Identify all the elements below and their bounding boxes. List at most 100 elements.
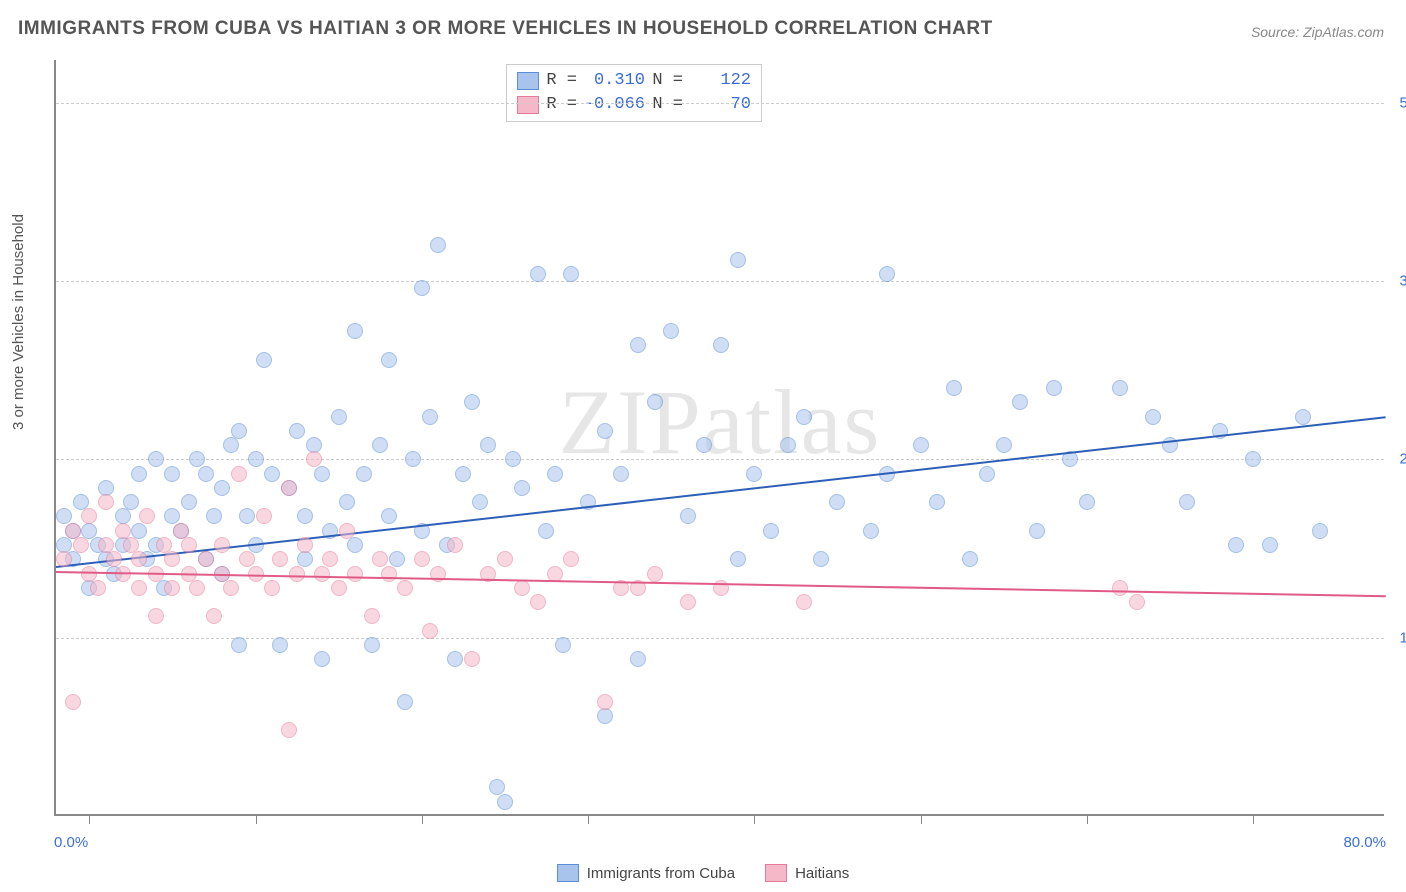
plot-area: ZIPatlas R =0.310N =122R =-0.066N =70 12… <box>54 60 1384 816</box>
scatter-point <box>422 623 438 639</box>
x-tick <box>754 814 755 824</box>
y-tick-label: 50.0% <box>1392 94 1406 111</box>
scatter-point <box>1312 523 1328 539</box>
scatter-point <box>189 580 205 596</box>
x-axis-min-label: 0.0% <box>54 834 88 851</box>
scatter-point <box>1112 380 1128 396</box>
legend-stat-row: R =0.310N =122 <box>517 69 751 93</box>
y-axis-label: 3 or more Vehicles in Household <box>10 214 27 430</box>
scatter-point <box>397 694 413 710</box>
scatter-point <box>231 637 247 653</box>
scatter-point <box>231 423 247 439</box>
scatter-point <box>514 480 530 496</box>
scatter-point <box>397 580 413 596</box>
source-label: Source: ZipAtlas.com <box>1251 24 1384 40</box>
scatter-point <box>98 494 114 510</box>
scatter-point <box>81 508 97 524</box>
stat-n-label: N = <box>651 69 683 93</box>
legend-swatch <box>517 96 539 114</box>
scatter-point <box>730 252 746 268</box>
scatter-point <box>297 508 313 524</box>
scatter-point <box>131 551 147 567</box>
scatter-point <box>1112 580 1128 596</box>
legend-swatch <box>557 864 579 882</box>
scatter-point <box>796 594 812 610</box>
scatter-point <box>613 466 629 482</box>
x-tick <box>89 814 90 824</box>
stat-n-value: 70 <box>689 93 751 117</box>
stat-n-label: N = <box>651 93 683 117</box>
scatter-point <box>148 608 164 624</box>
scatter-point <box>1129 594 1145 610</box>
chart-title: IMMIGRANTS FROM CUBA VS HAITIAN 3 OR MOR… <box>18 18 993 40</box>
scatter-point <box>1295 409 1311 425</box>
scatter-point <box>464 394 480 410</box>
gridline <box>56 281 1384 282</box>
scatter-point <box>314 466 330 482</box>
scatter-point <box>339 523 355 539</box>
scatter-point <box>364 608 380 624</box>
scatter-point <box>1145 409 1161 425</box>
scatter-point <box>1245 451 1261 467</box>
scatter-point <box>538 523 554 539</box>
y-tick-label: 25.0% <box>1392 451 1406 468</box>
scatter-point <box>597 423 613 439</box>
scatter-point <box>730 551 746 567</box>
scatter-point <box>248 451 264 467</box>
scatter-point <box>879 266 895 282</box>
y-tick-label: 37.5% <box>1392 273 1406 290</box>
x-tick <box>1087 814 1088 824</box>
scatter-point <box>630 337 646 353</box>
x-tick <box>422 814 423 824</box>
scatter-point <box>131 466 147 482</box>
legend-bottom: Immigrants from CubaHaitians <box>0 864 1406 882</box>
scatter-point <box>497 551 513 567</box>
scatter-point <box>223 580 239 596</box>
scatter-point <box>314 651 330 667</box>
scatter-point <box>796 409 812 425</box>
scatter-point <box>813 551 829 567</box>
legend-swatch <box>765 864 787 882</box>
scatter-point <box>530 594 546 610</box>
scatter-point <box>65 694 81 710</box>
x-axis-max-label: 80.0% <box>1343 834 1386 851</box>
scatter-point <box>198 551 214 567</box>
scatter-point <box>1046 380 1062 396</box>
scatter-point <box>1012 394 1028 410</box>
scatter-point <box>929 494 945 510</box>
scatter-point <box>181 537 197 553</box>
scatter-point <box>597 708 613 724</box>
scatter-point <box>780 437 796 453</box>
scatter-point <box>364 637 380 653</box>
scatter-point <box>979 466 995 482</box>
scatter-point <box>430 237 446 253</box>
scatter-point <box>206 608 222 624</box>
scatter-point <box>372 437 388 453</box>
legend-swatch <box>517 72 539 90</box>
scatter-point <box>139 508 155 524</box>
scatter-point <box>164 466 180 482</box>
scatter-point <box>863 523 879 539</box>
scatter-point <box>306 451 322 467</box>
scatter-point <box>206 508 222 524</box>
stat-n-value: 122 <box>689 69 751 93</box>
scatter-point <box>289 566 305 582</box>
legend-stat-row: R =-0.066N =70 <box>517 93 751 117</box>
scatter-point <box>1228 537 1244 553</box>
scatter-point <box>90 580 106 596</box>
scatter-point <box>331 409 347 425</box>
scatter-point <box>164 551 180 567</box>
scatter-point <box>713 337 729 353</box>
scatter-point <box>289 423 305 439</box>
scatter-point <box>447 537 463 553</box>
scatter-point <box>339 494 355 510</box>
scatter-point <box>347 566 363 582</box>
stat-r-label: R = <box>545 93 577 117</box>
scatter-point <box>297 537 313 553</box>
scatter-point <box>131 580 147 596</box>
scatter-point <box>680 508 696 524</box>
scatter-point <box>181 494 197 510</box>
scatter-point <box>530 266 546 282</box>
scatter-point <box>547 466 563 482</box>
stat-r-label: R = <box>545 69 577 93</box>
